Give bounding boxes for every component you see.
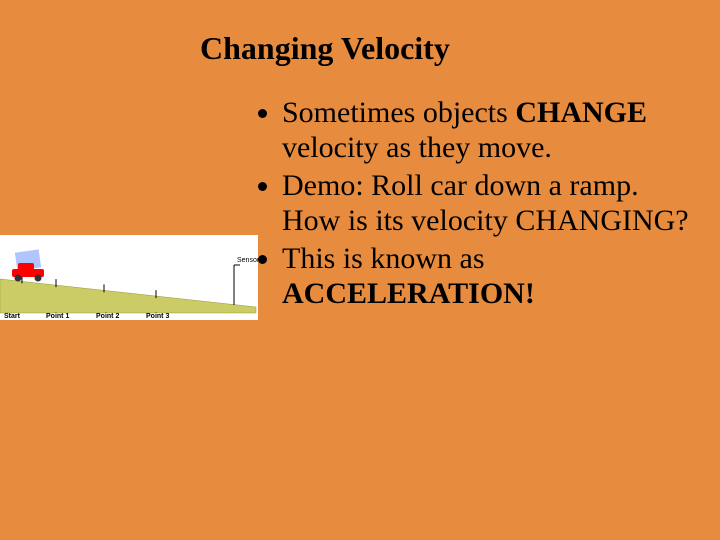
svg-text:Sensor A: Sensor A <box>237 257 258 264</box>
bullet-2: Demo: Roll car down a ramp. How is its v… <box>282 168 690 239</box>
svg-text:Point 3: Point 3 <box>146 313 169 320</box>
bullet-3-pre: This is known as <box>282 242 485 275</box>
svg-text:Point 2: Point 2 <box>96 313 119 320</box>
svg-text:Start: Start <box>4 313 21 320</box>
bullet-3-bold: ACCELERATION! <box>282 277 535 310</box>
bullet-3: This is known as ACCELERATION! <box>282 241 690 312</box>
svg-text:Point 1: Point 1 <box>46 313 69 320</box>
bullet-1: Sometimes objects CHANGE velocity as the… <box>282 95 690 166</box>
ramp-diagram: Sensor A Start Point 1 Point 2 Point 3 <box>0 235 258 320</box>
bullet-list: Sometimes objects CHANGE velocity as the… <box>250 95 690 313</box>
bullet-1-pre: Sometimes objects <box>282 96 515 129</box>
bullet-1-post: velocity as they move. <box>282 131 552 164</box>
bullet-1-bold: CHANGE <box>515 96 647 129</box>
page-title: Changing Velocity <box>200 30 450 67</box>
